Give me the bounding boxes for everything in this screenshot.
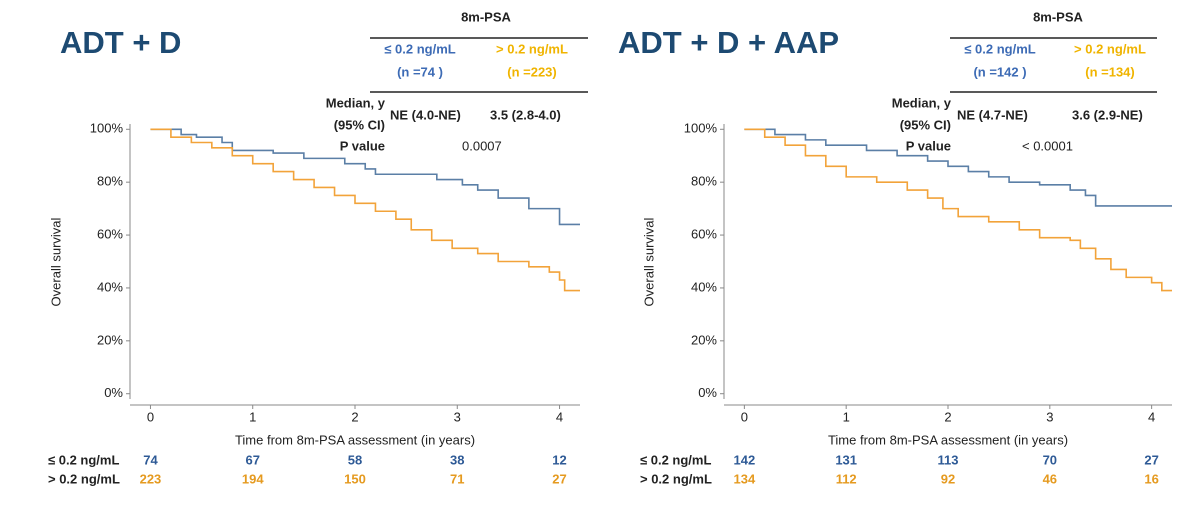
column-label: > 0.2 ng/mL bbox=[1074, 41, 1146, 56]
p-value: 0.0007 bbox=[462, 138, 502, 153]
chart-title: ADT + D + AAP bbox=[618, 25, 839, 60]
risk-count: 67 bbox=[245, 452, 259, 467]
column-n: (n =74 ) bbox=[397, 64, 443, 79]
column-n: (n =223) bbox=[507, 64, 557, 79]
risk-count: 27 bbox=[1144, 452, 1158, 467]
y-tick-label: 20% bbox=[691, 332, 717, 347]
x-tick-label: 3 bbox=[454, 409, 461, 424]
survival-curve bbox=[150, 128, 580, 292]
median-cell: 3.6 (2.9-NE) bbox=[1072, 107, 1143, 122]
risk-count: 134 bbox=[734, 471, 756, 486]
survival-curve bbox=[744, 128, 1172, 292]
x-tick-label: 2 bbox=[351, 409, 358, 424]
x-axis-label: Time from 8m-PSA assessment (in years) bbox=[235, 432, 475, 447]
risk-label: > 0.2 ng/mL bbox=[640, 471, 712, 486]
y-tick-label: 60% bbox=[691, 226, 717, 241]
table-header: 8m-PSA bbox=[461, 9, 511, 24]
x-tick-label: 4 bbox=[556, 409, 563, 424]
chart-title: ADT + D bbox=[60, 25, 181, 60]
median-cell: NE (4.0-NE) bbox=[390, 107, 461, 122]
risk-count: 74 bbox=[143, 452, 158, 467]
median-cell: 3.5 (2.8-4.0) bbox=[490, 107, 561, 122]
column-label: > 0.2 ng/mL bbox=[496, 41, 568, 56]
row-label: (95% CI) bbox=[900, 117, 951, 132]
x-tick-label: 0 bbox=[147, 409, 154, 424]
row-label: P value bbox=[340, 138, 385, 153]
risk-count: 131 bbox=[835, 452, 857, 467]
risk-label: > 0.2 ng/mL bbox=[48, 471, 120, 486]
risk-count: 27 bbox=[552, 471, 566, 486]
row-label: (95% CI) bbox=[334, 117, 385, 132]
risk-label: ≤ 0.2 ng/mL bbox=[640, 452, 711, 467]
p-value: < 0.0001 bbox=[1022, 138, 1073, 153]
x-tick-label: 1 bbox=[843, 409, 850, 424]
y-tick-label: 80% bbox=[97, 174, 123, 189]
y-tick-label: 20% bbox=[97, 332, 123, 347]
row-label: P value bbox=[906, 138, 951, 153]
x-tick-label: 0 bbox=[741, 409, 748, 424]
risk-count: 16 bbox=[1144, 471, 1158, 486]
risk-count: 58 bbox=[348, 452, 362, 467]
survival-curve bbox=[744, 128, 1172, 207]
risk-count: 194 bbox=[242, 471, 264, 486]
column-n: (n =142 ) bbox=[973, 64, 1026, 79]
y-axis-label: Overall survival bbox=[641, 217, 656, 306]
x-tick-label: 4 bbox=[1148, 409, 1155, 424]
risk-count: 142 bbox=[734, 452, 756, 467]
risk-count: 70 bbox=[1043, 452, 1057, 467]
risk-count: 71 bbox=[450, 471, 464, 486]
risk-count: 12 bbox=[552, 452, 566, 467]
y-tick-label: 0% bbox=[104, 385, 123, 400]
y-axis-label: Overall survival bbox=[48, 217, 63, 306]
table-header: 8m-PSA bbox=[1033, 9, 1083, 24]
y-tick-label: 0% bbox=[698, 385, 717, 400]
x-tick-label: 3 bbox=[1046, 409, 1053, 424]
column-label: ≤ 0.2 ng/mL bbox=[964, 41, 1035, 56]
median-cell: NE (4.7-NE) bbox=[957, 107, 1028, 122]
risk-label: ≤ 0.2 ng/mL bbox=[48, 452, 119, 467]
risk-count: 46 bbox=[1043, 471, 1057, 486]
x-tick-label: 2 bbox=[944, 409, 951, 424]
row-label: Median, y bbox=[326, 95, 386, 110]
risk-count: 113 bbox=[938, 452, 959, 467]
risk-count: 112 bbox=[836, 471, 857, 486]
risk-count: 150 bbox=[344, 471, 366, 486]
x-axis-label: Time from 8m-PSA assessment (in years) bbox=[828, 432, 1068, 447]
row-label: Median, y bbox=[892, 95, 952, 110]
y-tick-label: 40% bbox=[691, 279, 717, 294]
risk-count: 92 bbox=[941, 471, 955, 486]
y-tick-label: 100% bbox=[684, 121, 718, 136]
column-label: ≤ 0.2 ng/mL bbox=[384, 41, 455, 56]
column-n: (n =134) bbox=[1085, 64, 1135, 79]
y-tick-label: 40% bbox=[97, 279, 123, 294]
y-tick-label: 60% bbox=[97, 226, 123, 241]
x-tick-label: 1 bbox=[249, 409, 256, 424]
risk-count: 38 bbox=[450, 452, 464, 467]
y-tick-label: 100% bbox=[90, 121, 124, 136]
y-tick-label: 80% bbox=[691, 174, 717, 189]
survival-curve bbox=[150, 128, 580, 226]
risk-count: 223 bbox=[140, 471, 162, 486]
